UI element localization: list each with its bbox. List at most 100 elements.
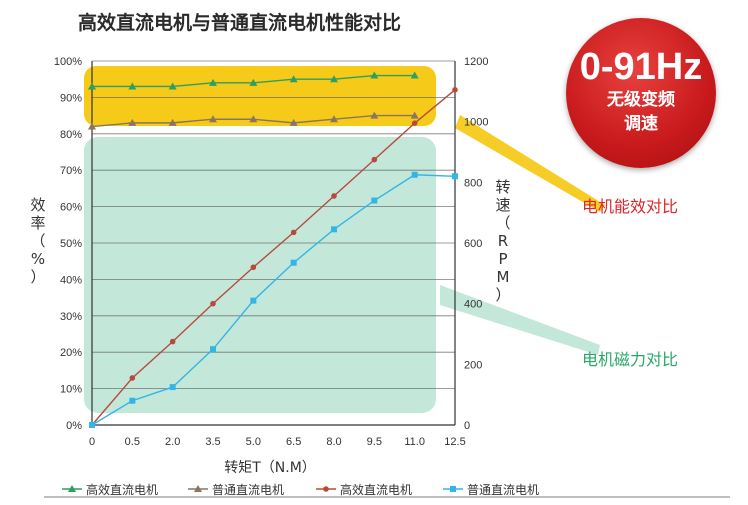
legend-marker [323, 486, 329, 492]
axis-label-char: P [498, 250, 508, 268]
left-tick-label: 40% [60, 274, 82, 286]
x-tick-label: 0 [89, 436, 95, 448]
right-tick-label: 800 [464, 177, 482, 189]
left-tick-label: 100% [54, 56, 82, 68]
chart-title: 高效直流电机与普通直流电机性能对比 [78, 12, 402, 34]
badge-line-2: 调速 [624, 114, 658, 134]
right-tick-label: 600 [464, 238, 482, 250]
data-point [210, 346, 216, 353]
data-point [370, 71, 379, 79]
data-point [88, 82, 96, 90]
left-tick-label: 60% [60, 202, 82, 214]
data-point [89, 422, 95, 428]
left-tick-label: 50% [60, 238, 82, 250]
left-tick-label: 20% [60, 347, 82, 359]
series-line-3 [91, 89, 456, 426]
badge-frequency: 0-91Hz [579, 46, 703, 88]
data-point [289, 75, 298, 83]
x-tick-label: 8.0 [326, 436, 341, 448]
data-point [129, 397, 136, 404]
x-axis-label: 转矩T（N.M） [224, 460, 316, 476]
data-point [128, 82, 137, 90]
torque-callout-arrow [440, 285, 600, 355]
left-tick-label: 0% [66, 420, 82, 432]
efficiency-band [84, 66, 436, 126]
x-tick-label: 9.5 [367, 436, 382, 448]
data-point [209, 78, 217, 86]
left-tick-label: 30% [60, 311, 82, 323]
axis-label-char: 效 [30, 196, 46, 214]
x-tick-label: 11.0 [404, 436, 425, 448]
data-point [371, 156, 378, 163]
data-point [371, 197, 378, 204]
right-axis-label: 转速（R P M） [493, 178, 513, 304]
right-tick-label: 1000 [464, 117, 488, 129]
legend-label: 普通直流电机 [467, 483, 539, 497]
axis-label-char: （ [30, 232, 46, 250]
badge-line-1: 无级变频 [607, 90, 675, 110]
x-tick-label: 6.5 [286, 436, 301, 448]
axis-label-char: 率 [30, 214, 46, 232]
data-point [169, 338, 176, 345]
data-point [452, 173, 458, 180]
data-point [168, 118, 177, 126]
axis-label-char: R [497, 232, 509, 250]
legend-label: 高效直流电机 [340, 482, 412, 497]
left-tick-label: 70% [60, 165, 82, 177]
data-point [250, 264, 257, 271]
left-axis-label-text: 效率（%） [28, 196, 48, 286]
right-tick-label: 400 [464, 299, 482, 311]
left-tick-label: 90% [60, 92, 82, 104]
x-tick-label: 5.0 [246, 436, 261, 448]
data-point [290, 229, 297, 236]
data-point [452, 87, 458, 93]
data-point [411, 120, 418, 126]
x-tick-label: 2.0 [165, 436, 180, 448]
left-axis-label: 效率（%） [28, 196, 48, 286]
data-point [210, 300, 216, 307]
axis-label-char: （ [495, 214, 511, 232]
right-tick-label: 1200 [464, 56, 488, 68]
x-tick-label: 3.5 [205, 436, 220, 448]
axis-label-char: 转 [495, 178, 511, 196]
data-point [250, 297, 257, 304]
data-point [88, 122, 96, 130]
axis-label-char: % [30, 250, 46, 268]
x-tick-label: 12.5 [444, 436, 465, 448]
data-point [410, 71, 419, 79]
torque-annotation: 电机磁力对比 [582, 350, 679, 369]
right-axis-label-text: 转速（R P M） [493, 178, 513, 304]
efficiency-callout-arrow [455, 115, 605, 212]
axis-label-char: ） [495, 286, 511, 304]
data-point [370, 111, 379, 119]
axis-label-char: M [496, 268, 510, 286]
torque-band [84, 137, 436, 413]
right-tick-label: 200 [464, 359, 482, 371]
data-point [129, 375, 136, 381]
x-tick-label: 0.5 [125, 436, 140, 448]
legend-marker [450, 486, 456, 492]
data-point [289, 118, 298, 126]
data-point [331, 226, 337, 233]
data-point [128, 118, 137, 126]
data-point [249, 115, 258, 123]
legend-label: 普通直流电机 [212, 483, 284, 497]
series-line-4 [91, 174, 456, 426]
legend-marker [68, 485, 76, 492]
left-tick-label: 10% [60, 384, 82, 396]
data-point [169, 384, 176, 391]
axis-label-char: 速 [495, 196, 511, 214]
frequency-badge: 0-91Hz 无级变频 调速 [566, 18, 716, 168]
right-tick-label: 0 [464, 420, 470, 432]
data-point [411, 171, 418, 178]
data-point [249, 78, 258, 86]
axis-label-char: ） [30, 268, 46, 286]
left-tick-label: 80% [60, 129, 82, 141]
data-point [209, 115, 217, 123]
data-point [410, 111, 419, 119]
data-point [330, 115, 338, 123]
data-point [168, 82, 177, 90]
legend-marker [194, 485, 202, 492]
efficiency-annotation: 电机能效对比 [582, 197, 679, 216]
